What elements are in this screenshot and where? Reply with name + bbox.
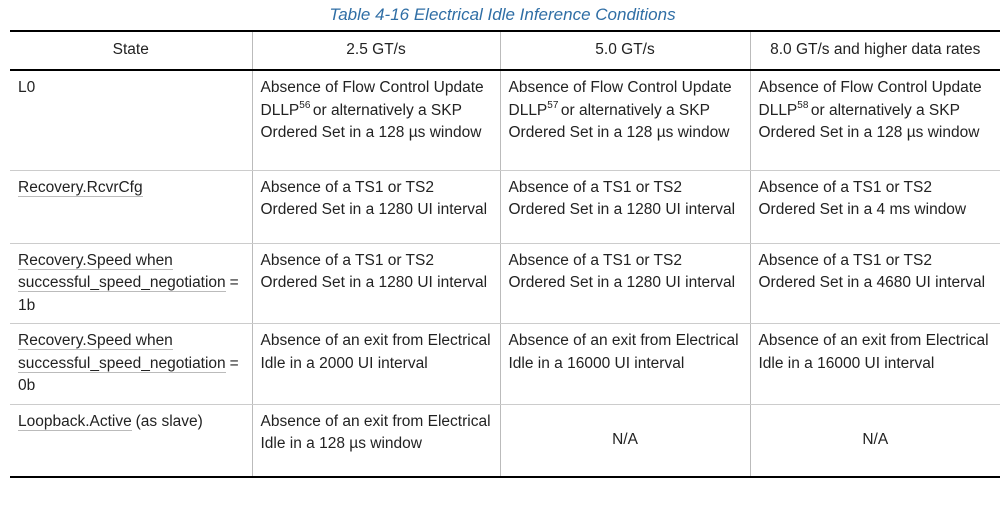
column-header: 5.0 GT/s [499, 31, 751, 71]
table-cell: N/A [749, 404, 1000, 478]
footnote-ref: 56 [299, 100, 311, 112]
cell-text: Absence of a TS1 or TS2 Ordered Set in a… [260, 178, 488, 219]
table-cell: Absence of a TS1 or TS2 Ordered Set in a… [499, 243, 751, 324]
table-cell: Absence of an exit from Electrical Idle … [499, 323, 751, 405]
table-cell: Recovery.RcvrCfg [10, 170, 253, 244]
cell-text: (as slave) [135, 412, 203, 430]
table-cell: Absence of an exit from Electrical Idle … [749, 323, 1000, 405]
cell-text: or alternatively a SKP Ordered Set in a … [508, 101, 730, 142]
table-cell: Recovery.Speed when successful_speed_neg… [10, 323, 253, 405]
cell-text: N/A [862, 431, 889, 448]
header-row: State 2.5 GT/s 5.0 GT/s 8.0 GT/s and higher… [10, 31, 1000, 71]
cell-text: Absence of Flow Control Update DLLP [758, 79, 982, 119]
table-body: L0 Absence of Flow Control Update DLLP56 o… [10, 70, 1000, 478]
table: State 2.5 GT/s 5.0 GT/s 8.0 GT/s and higher… [10, 30, 1000, 478]
cell-text: Absence of Flow Control Update DLLP [508, 79, 732, 119]
table-cell: Absence of Flow Control Update DLLP56 or … [251, 70, 501, 171]
table-cell: Absence of a TS1 or TS2 Ordered Set in a… [749, 243, 1000, 324]
table-row: Loopback.Active (as slave) Absence of an e… [10, 404, 1000, 478]
state-link[interactable]: Recovery.Speed when successful_speed_neg… [18, 332, 226, 373]
column-header: 2.5 GT/s [251, 31, 501, 71]
column-header: 8.0 GT/s and higher data rates [749, 31, 1000, 71]
table-row: Recovery.RcvrCfg Absence of a TS1 or TS2 … [10, 170, 1000, 244]
state-link[interactable]: Recovery.Speed when successful_speed_neg… [18, 251, 226, 292]
cell-text: L0 [18, 79, 36, 96]
cell-text: Absence of a TS1 or TS2 Ordered Set in a… [758, 251, 986, 292]
cell-text: N/A [612, 431, 638, 448]
table-cell: Absence of a TS1 or TS2 Ordered Set in a… [749, 170, 1000, 244]
cell-text: Absence of Flow Control Update DLLP [260, 79, 484, 119]
column-header: State [10, 31, 253, 71]
table-cell: Loopback.Active (as slave) [10, 404, 253, 478]
cell-text: or alternatively a SKP Ordered Set in a … [758, 101, 980, 142]
table-row: Recovery.Speed when successful_speed_neg… [10, 243, 1000, 324]
state-link[interactable]: Recovery.RcvrCfg [18, 178, 143, 197]
footnote-ref: 57 [547, 100, 559, 112]
cell-text: = 1b [18, 274, 239, 314]
cell-text: Absence of a TS1 or TS2 Ordered Set in a… [758, 178, 967, 219]
cell-text: = 0b [18, 354, 239, 395]
table-title: Table 4-16 Electrical Idle Inference Con… [329, 5, 676, 24]
cell-text: Absence of an exit from Electrical Idle … [758, 332, 989, 372]
table-cell: Absence of a TS1 or TS2 Ordered Set in a… [499, 170, 751, 244]
cell-text: Absence of an exit from Electrical Idle … [508, 332, 739, 372]
table-cell: Absence of Flow Control Update DLLP57 or … [499, 70, 751, 171]
cell-text: Absence of an exit from Electrical Idle … [260, 412, 491, 453]
footnote-ref: 58 [797, 100, 809, 112]
cell-text: Absence of a TS1 or TS2 Ordered Set in a… [508, 251, 736, 292]
table-cell: Absence of a TS1 or TS2 Ordered Set in a… [251, 243, 501, 324]
table-row: Recovery.Speed when successful_speed_neg… [10, 323, 1000, 405]
table-header: State 2.5 GT/s 5.0 GT/s 8.0 GT/s and higher… [10, 31, 1000, 71]
state-link[interactable]: Loopback.Active [18, 412, 132, 431]
table-cell: Recovery.Speed when successful_speed_neg… [10, 243, 253, 324]
cell-text: or alternatively a SKP Ordered Set in a … [260, 101, 482, 142]
table-row: L0 Absence of Flow Control Update DLLP56 o… [10, 70, 1000, 171]
cell-text: Absence of an exit from Electrical Idle … [260, 332, 491, 372]
table-cell: Absence of an exit from Electrical Idle … [251, 404, 501, 478]
cell-text: Absence of a TS1 or TS2 Ordered Set in a… [260, 251, 488, 292]
table-cell: L0 [10, 70, 253, 171]
table-cell: Absence of an exit from Electrical Idle … [251, 323, 501, 405]
table-cell: Absence of a TS1 or TS2 Ordered Set in a… [251, 170, 501, 244]
cell-text: Absence of a TS1 or TS2 Ordered Set in a… [508, 178, 736, 219]
table-cell: Absence of Flow Control Update DLLP58 or … [749, 70, 1000, 171]
table-cell: N/A [499, 404, 751, 478]
